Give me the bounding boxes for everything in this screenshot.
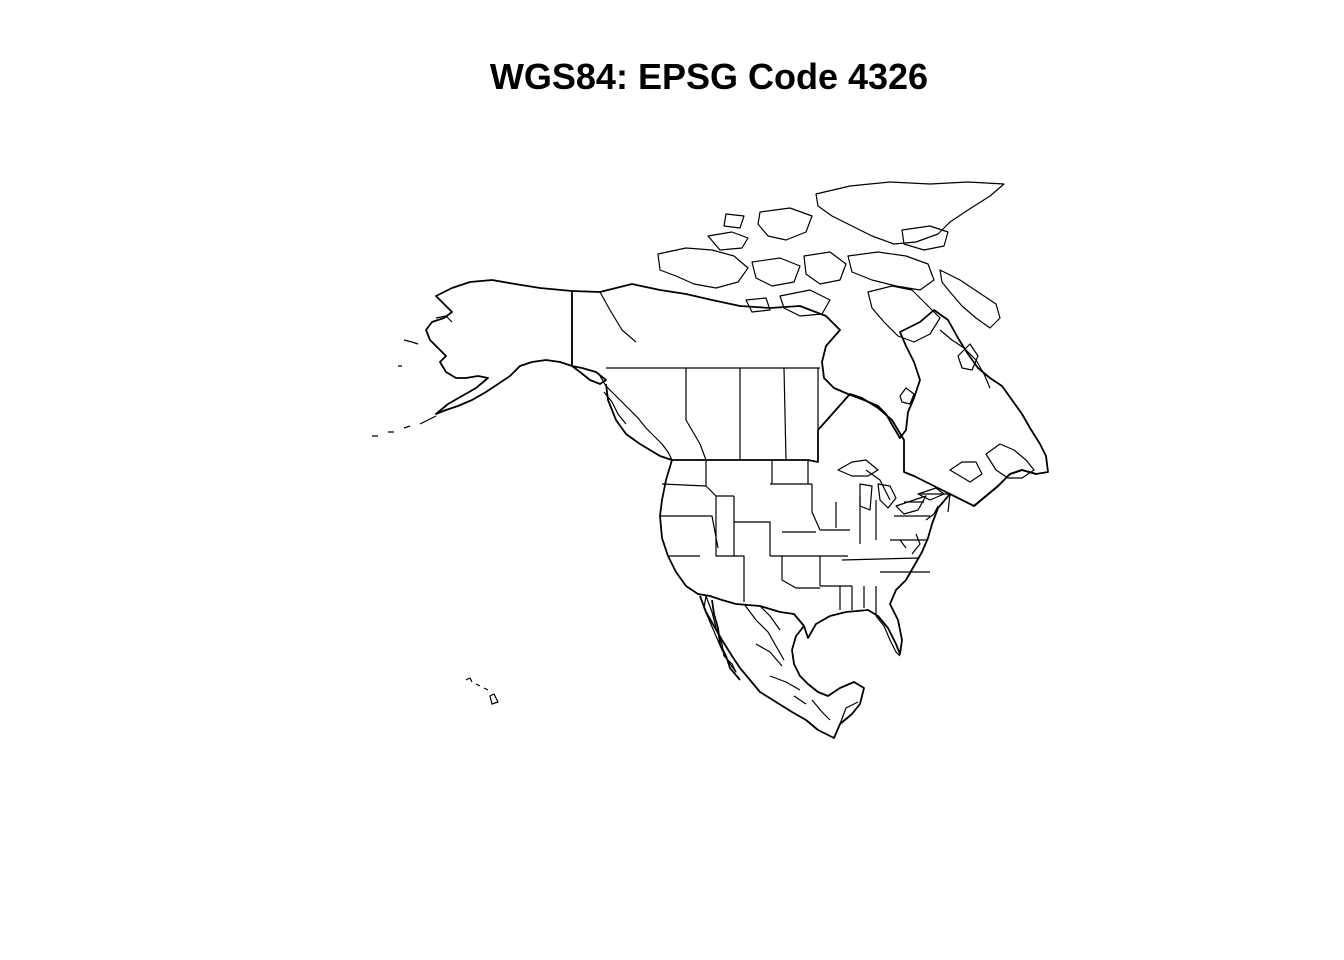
florida-peninsula <box>875 615 901 657</box>
bc-coast <box>599 375 673 461</box>
alaska-outline <box>425 279 607 415</box>
east-coast-detail <box>899 505 939 555</box>
map-title: WGS84: EPSG Code 4326 <box>489 56 929 97</box>
great-lakes <box>837 459 945 515</box>
baja-california <box>703 595 737 673</box>
maritimes-coast <box>949 443 1035 483</box>
us-state-borders <box>660 460 951 616</box>
mexico-state-borders <box>743 603 859 725</box>
hawaii-islands <box>465 677 499 705</box>
canada-province-borders <box>571 291 905 472</box>
arctic-archipelago <box>657 181 1005 371</box>
canada-outline <box>571 283 1049 507</box>
baffin-coast <box>899 329 991 405</box>
mexico-outline <box>699 595 865 739</box>
aleutian-islands <box>372 315 453 437</box>
